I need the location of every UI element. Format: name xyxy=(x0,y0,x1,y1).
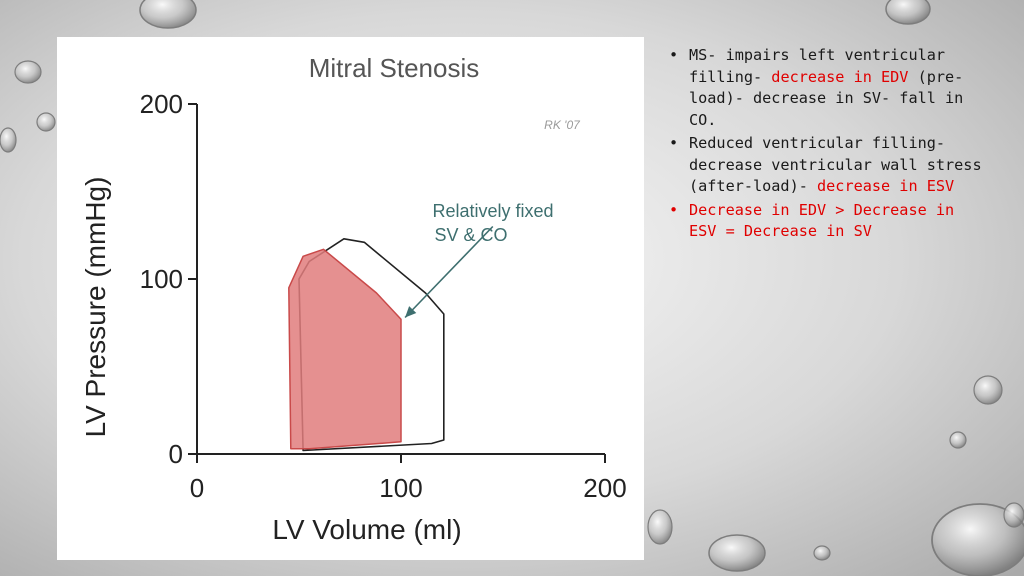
pv-loop-chart: Mitral Stenosis RK '07 LV Pressure (mmHg… xyxy=(80,53,627,545)
pv-loop-figure: Mitral Stenosis RK '07 LV Pressure (mmHg… xyxy=(57,37,644,560)
x-tick-label: 100 xyxy=(379,473,422,503)
bullet-item: • Reduced ventricular filling-decrease ve… xyxy=(667,133,987,198)
bullet-text-highlight: decrease in ESV xyxy=(817,177,955,195)
water-drop xyxy=(931,503,1024,576)
y-tick-label: 100 xyxy=(140,264,183,294)
chart-title: Mitral Stenosis xyxy=(309,53,480,83)
x-axis-label: LV Volume (ml) xyxy=(272,514,461,545)
x-tick-label: 0 xyxy=(190,473,204,503)
pv-loop-mitral-stenosis xyxy=(288,248,402,450)
bullet-dot: • xyxy=(669,200,679,219)
annotation-arrow-head xyxy=(405,306,417,318)
bullet-list: • MS- impairs left ventricular filling- d… xyxy=(667,45,987,245)
bullet-text: Reduced ventricular filling-decrease ven… xyxy=(689,134,982,195)
plot-area: 0 100 200 0 100 200 xyxy=(140,89,627,503)
annotation-arrow-line xyxy=(404,225,494,319)
bullet-text-highlight: decrease in EDV xyxy=(771,67,909,86)
bullet-dot: • xyxy=(669,134,679,152)
water-drop xyxy=(139,0,197,29)
bullet-text-highlight: Decrease in EDV > Decrease in ESV = Decr… xyxy=(689,200,955,241)
bullet-text: (pre-load)- decrease in SV- fall in CO. xyxy=(689,67,964,129)
x-tick-label: 200 xyxy=(583,473,626,503)
water-drop xyxy=(973,375,1003,405)
water-drop xyxy=(949,431,967,449)
watermark: RK '07 xyxy=(544,118,581,132)
water-drop xyxy=(708,534,766,572)
bullet-item: • MS- impairs left ventricular filling- d… xyxy=(667,45,987,131)
bullet-dot: • xyxy=(669,46,679,64)
y-tick-label: 200 xyxy=(140,89,183,119)
water-drop xyxy=(885,0,931,25)
water-drop xyxy=(1003,502,1024,528)
water-drop xyxy=(813,545,831,561)
annotation-line-2: SV & CO xyxy=(434,225,507,245)
water-drop xyxy=(647,509,673,545)
bullet-text: MS- impairs left ventricular filling- xyxy=(689,46,946,86)
y-axis-label: LV Pressure (mmHg) xyxy=(80,177,111,438)
water-drop xyxy=(36,112,56,132)
water-drop xyxy=(0,127,17,153)
bullet-item: • Decrease in EDV > Decrease in ESV = Dec… xyxy=(667,200,987,243)
y-tick-label: 0 xyxy=(169,439,183,469)
water-drop xyxy=(14,60,42,84)
annotation-line-1: Relatively fixed xyxy=(432,201,553,221)
